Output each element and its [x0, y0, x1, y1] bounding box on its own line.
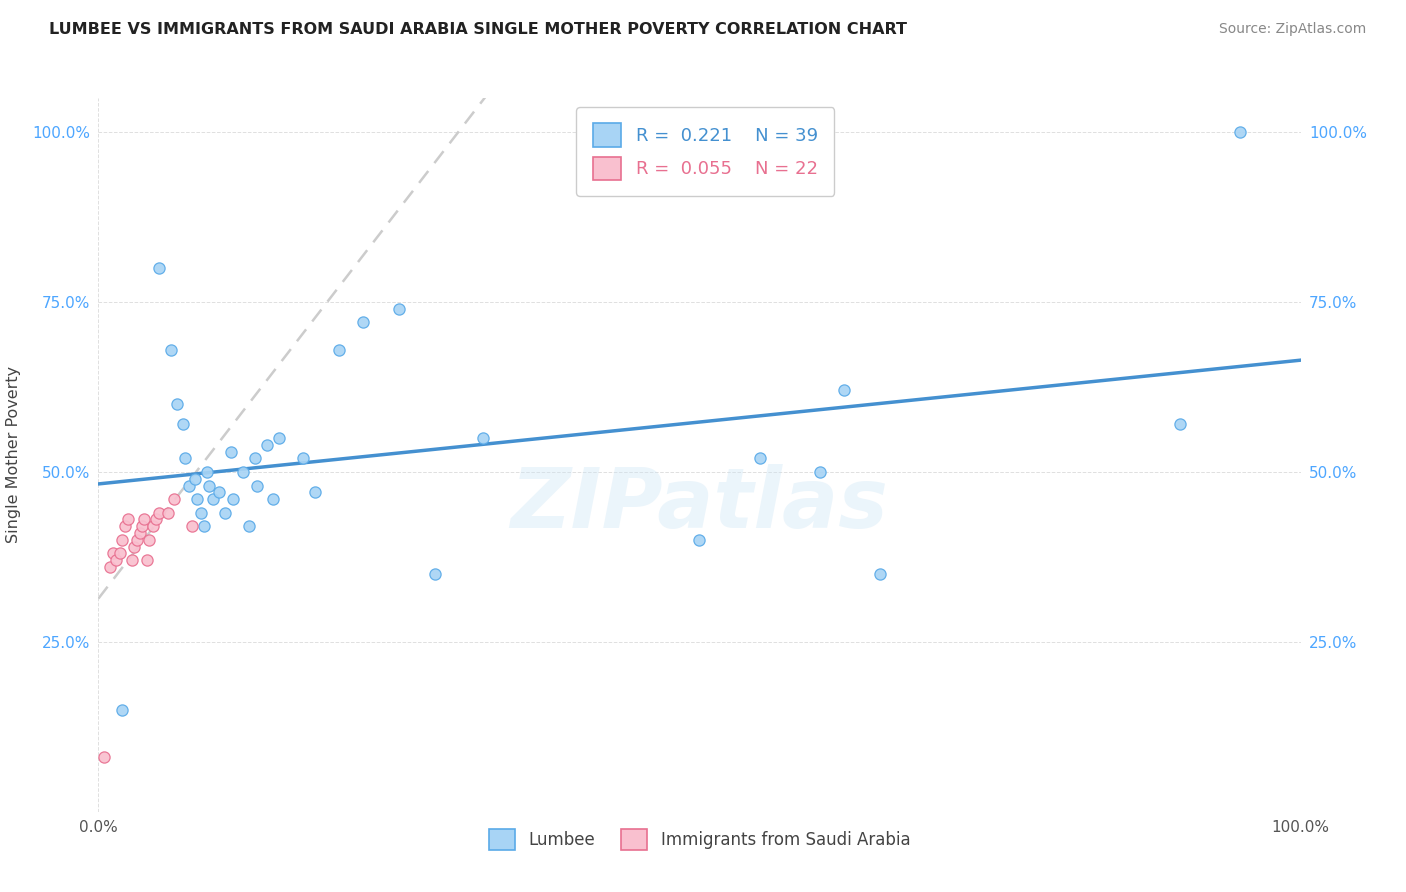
Point	[135, 553, 157, 567]
Point	[219, 444, 242, 458]
Point	[291, 451, 314, 466]
Point	[172, 417, 194, 432]
Point	[186, 492, 208, 507]
Point	[232, 465, 254, 479]
Point	[689, 533, 711, 547]
Point	[174, 451, 197, 466]
Point	[117, 512, 139, 526]
Point	[141, 519, 163, 533]
Point	[195, 465, 218, 479]
Point	[328, 343, 350, 357]
Point	[114, 519, 136, 533]
Point	[198, 478, 221, 492]
Point	[124, 540, 146, 554]
Point	[181, 519, 204, 533]
Point	[388, 301, 411, 316]
Text: Source: ZipAtlas.com: Source: ZipAtlas.com	[1219, 22, 1367, 37]
Point	[262, 492, 284, 507]
Point	[105, 553, 128, 567]
Point	[208, 485, 231, 500]
Point	[159, 343, 181, 357]
Point	[1170, 417, 1192, 432]
Point	[125, 533, 148, 547]
Point	[238, 519, 260, 533]
Point	[808, 465, 831, 479]
Point	[214, 506, 236, 520]
Point	[748, 451, 770, 466]
Point	[163, 492, 186, 507]
Point	[246, 478, 269, 492]
Point	[145, 512, 167, 526]
Point	[138, 533, 160, 547]
Point	[111, 703, 134, 717]
Point	[352, 315, 374, 329]
Point	[132, 512, 155, 526]
Point	[100, 560, 122, 574]
Point	[267, 431, 290, 445]
Y-axis label: Single Mother Poverty: Single Mother Poverty	[6, 367, 21, 543]
Point	[129, 526, 152, 541]
Text: ZIPatlas: ZIPatlas	[510, 465, 889, 545]
Legend: Lumbee, Immigrants from Saudi Arabia: Lumbee, Immigrants from Saudi Arabia	[482, 822, 917, 857]
Point	[193, 519, 215, 533]
Point	[256, 438, 278, 452]
Point	[201, 492, 224, 507]
Point	[304, 485, 326, 500]
Point	[111, 533, 134, 547]
Point	[148, 506, 170, 520]
Point	[93, 750, 115, 764]
Point	[190, 506, 212, 520]
Point	[177, 478, 200, 492]
Point	[183, 472, 205, 486]
Point	[1229, 125, 1251, 139]
Point	[157, 506, 180, 520]
Point	[243, 451, 266, 466]
Point	[101, 546, 124, 560]
Point	[108, 546, 131, 560]
Point	[423, 566, 446, 581]
Point	[131, 519, 153, 533]
Point	[832, 384, 855, 398]
Point	[166, 397, 188, 411]
Point	[121, 553, 143, 567]
Point	[472, 431, 495, 445]
Point	[222, 492, 245, 507]
Point	[869, 566, 891, 581]
Point	[148, 260, 170, 275]
Text: LUMBEE VS IMMIGRANTS FROM SAUDI ARABIA SINGLE MOTHER POVERTY CORRELATION CHART: LUMBEE VS IMMIGRANTS FROM SAUDI ARABIA S…	[49, 22, 907, 37]
